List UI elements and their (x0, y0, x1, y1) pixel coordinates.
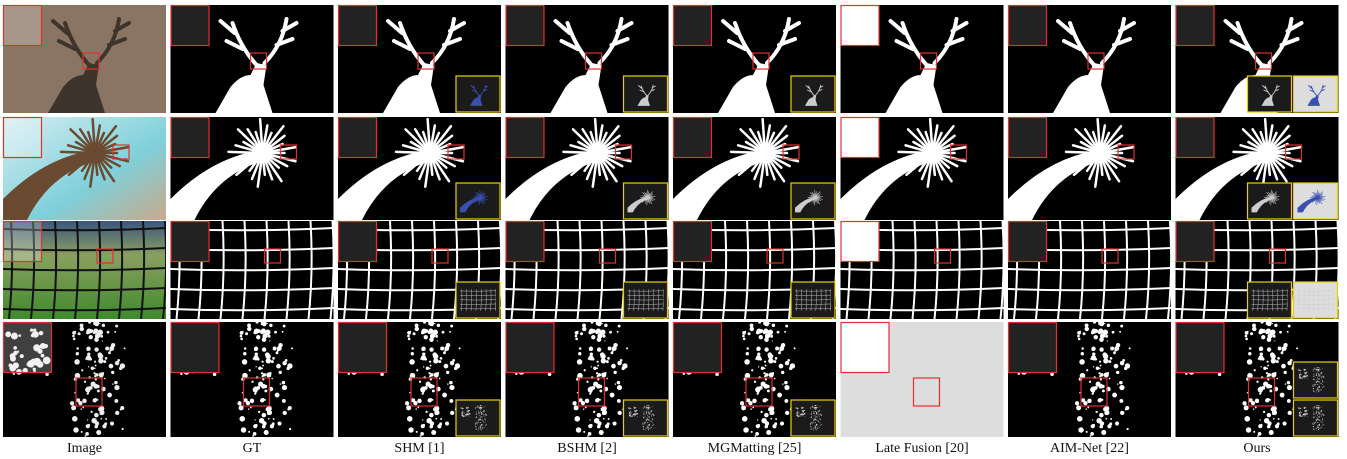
column-label: Late Fusion [20] (875, 441, 968, 456)
zoom-inset (841, 222, 879, 262)
zoom-inset (4, 6, 42, 46)
zoom-inset (1009, 6, 1047, 46)
image-panel (673, 221, 836, 319)
image-panel (338, 5, 501, 113)
image-panel (506, 320, 669, 437)
zoom-inset (674, 222, 712, 262)
result-inset (624, 183, 668, 219)
image-panel (338, 221, 501, 319)
image-panel (1176, 221, 1339, 319)
result-inset (456, 183, 500, 219)
result-inset (1294, 76, 1338, 112)
image-panel (506, 5, 669, 113)
zoom-inset (1176, 118, 1214, 158)
column-label: BSHM [2] (557, 441, 617, 456)
column-label: Ours (1243, 441, 1270, 456)
zoom-inset (506, 118, 544, 158)
column-label: AIM-Net [22] (1050, 441, 1129, 456)
image-panel (841, 117, 1004, 220)
image-panel (171, 221, 334, 319)
image-panel (1008, 320, 1171, 437)
result-inset (791, 282, 835, 318)
image-panel (673, 320, 836, 437)
zoom-inset (1176, 222, 1214, 262)
zoom-inset (674, 6, 712, 46)
zoom-inset (339, 323, 387, 373)
zoom-inset (339, 6, 377, 46)
zoom-inset (1009, 323, 1057, 373)
zoom-inset (171, 323, 219, 373)
result-inset (624, 400, 668, 436)
image-panel (673, 117, 836, 220)
image-panel (841, 5, 1004, 113)
image-panel (506, 221, 669, 319)
image-panel (1008, 117, 1171, 220)
zoom-inset (841, 323, 889, 373)
zoom-inset (171, 6, 209, 46)
result-inset (1248, 76, 1292, 112)
result-inset (456, 282, 500, 318)
image-panel (3, 320, 166, 437)
result-inset (791, 76, 835, 112)
zoom-inset (1176, 6, 1214, 46)
zoom-inset (339, 222, 377, 262)
result-inset (1248, 183, 1292, 219)
zoom-inset (4, 118, 42, 158)
zoom-inset (4, 323, 52, 373)
zoom-inset (674, 118, 712, 158)
image-panel (506, 117, 669, 220)
result-inset (456, 76, 500, 112)
result-inset (1294, 183, 1338, 219)
zoom-inset (841, 6, 879, 46)
zoom-inset (506, 6, 544, 46)
panels (3, 5, 1339, 437)
zoom-inset (1176, 323, 1224, 373)
image-panel (1176, 320, 1339, 437)
image-panel (841, 322, 1004, 437)
result-inset (624, 282, 668, 318)
result-inset (791, 183, 835, 219)
image-panel (171, 5, 334, 113)
zoom-inset (339, 118, 377, 158)
result-inset (624, 76, 668, 112)
column-label: MGMatting [25] (708, 441, 802, 456)
image-panel (338, 117, 501, 220)
image-panel (3, 117, 166, 220)
column-label: SHM [1] (394, 441, 444, 456)
image-panel (171, 117, 334, 220)
image-panel (673, 5, 836, 113)
zoom-inset (171, 118, 209, 158)
zoom-inset (1009, 222, 1047, 262)
image-panel (1008, 221, 1171, 319)
column-labels: Image GT SHM [1] BSHM [2] MGMatting [25] Late… (67, 441, 1271, 456)
zoom-inset (171, 222, 209, 262)
result-inset (1248, 282, 1292, 318)
zoom-inset (4, 222, 42, 262)
image-panel (338, 320, 501, 437)
image-panel (3, 221, 166, 319)
zoom-inset (674, 323, 722, 373)
image-panel (841, 221, 1004, 319)
result-inset (456, 400, 500, 436)
image-panel (171, 320, 334, 437)
result-inset (1294, 282, 1338, 318)
figure: Image GT SHM [1] BSHM [2] MGMatting [25] Late… (0, 0, 1347, 459)
zoom-inset (841, 118, 879, 158)
result-inset (791, 400, 835, 436)
image-panel (1176, 5, 1339, 113)
image-panel (3, 5, 166, 113)
image-panel (1008, 5, 1171, 113)
result-inset (1294, 362, 1338, 398)
column-label: Image (67, 441, 102, 456)
result-inset (1294, 400, 1338, 436)
zoom-inset (506, 222, 544, 262)
zoom-inset (506, 323, 554, 373)
column-label: GT (243, 441, 262, 456)
image-panel (1176, 117, 1339, 220)
zoom-inset (1009, 118, 1047, 158)
